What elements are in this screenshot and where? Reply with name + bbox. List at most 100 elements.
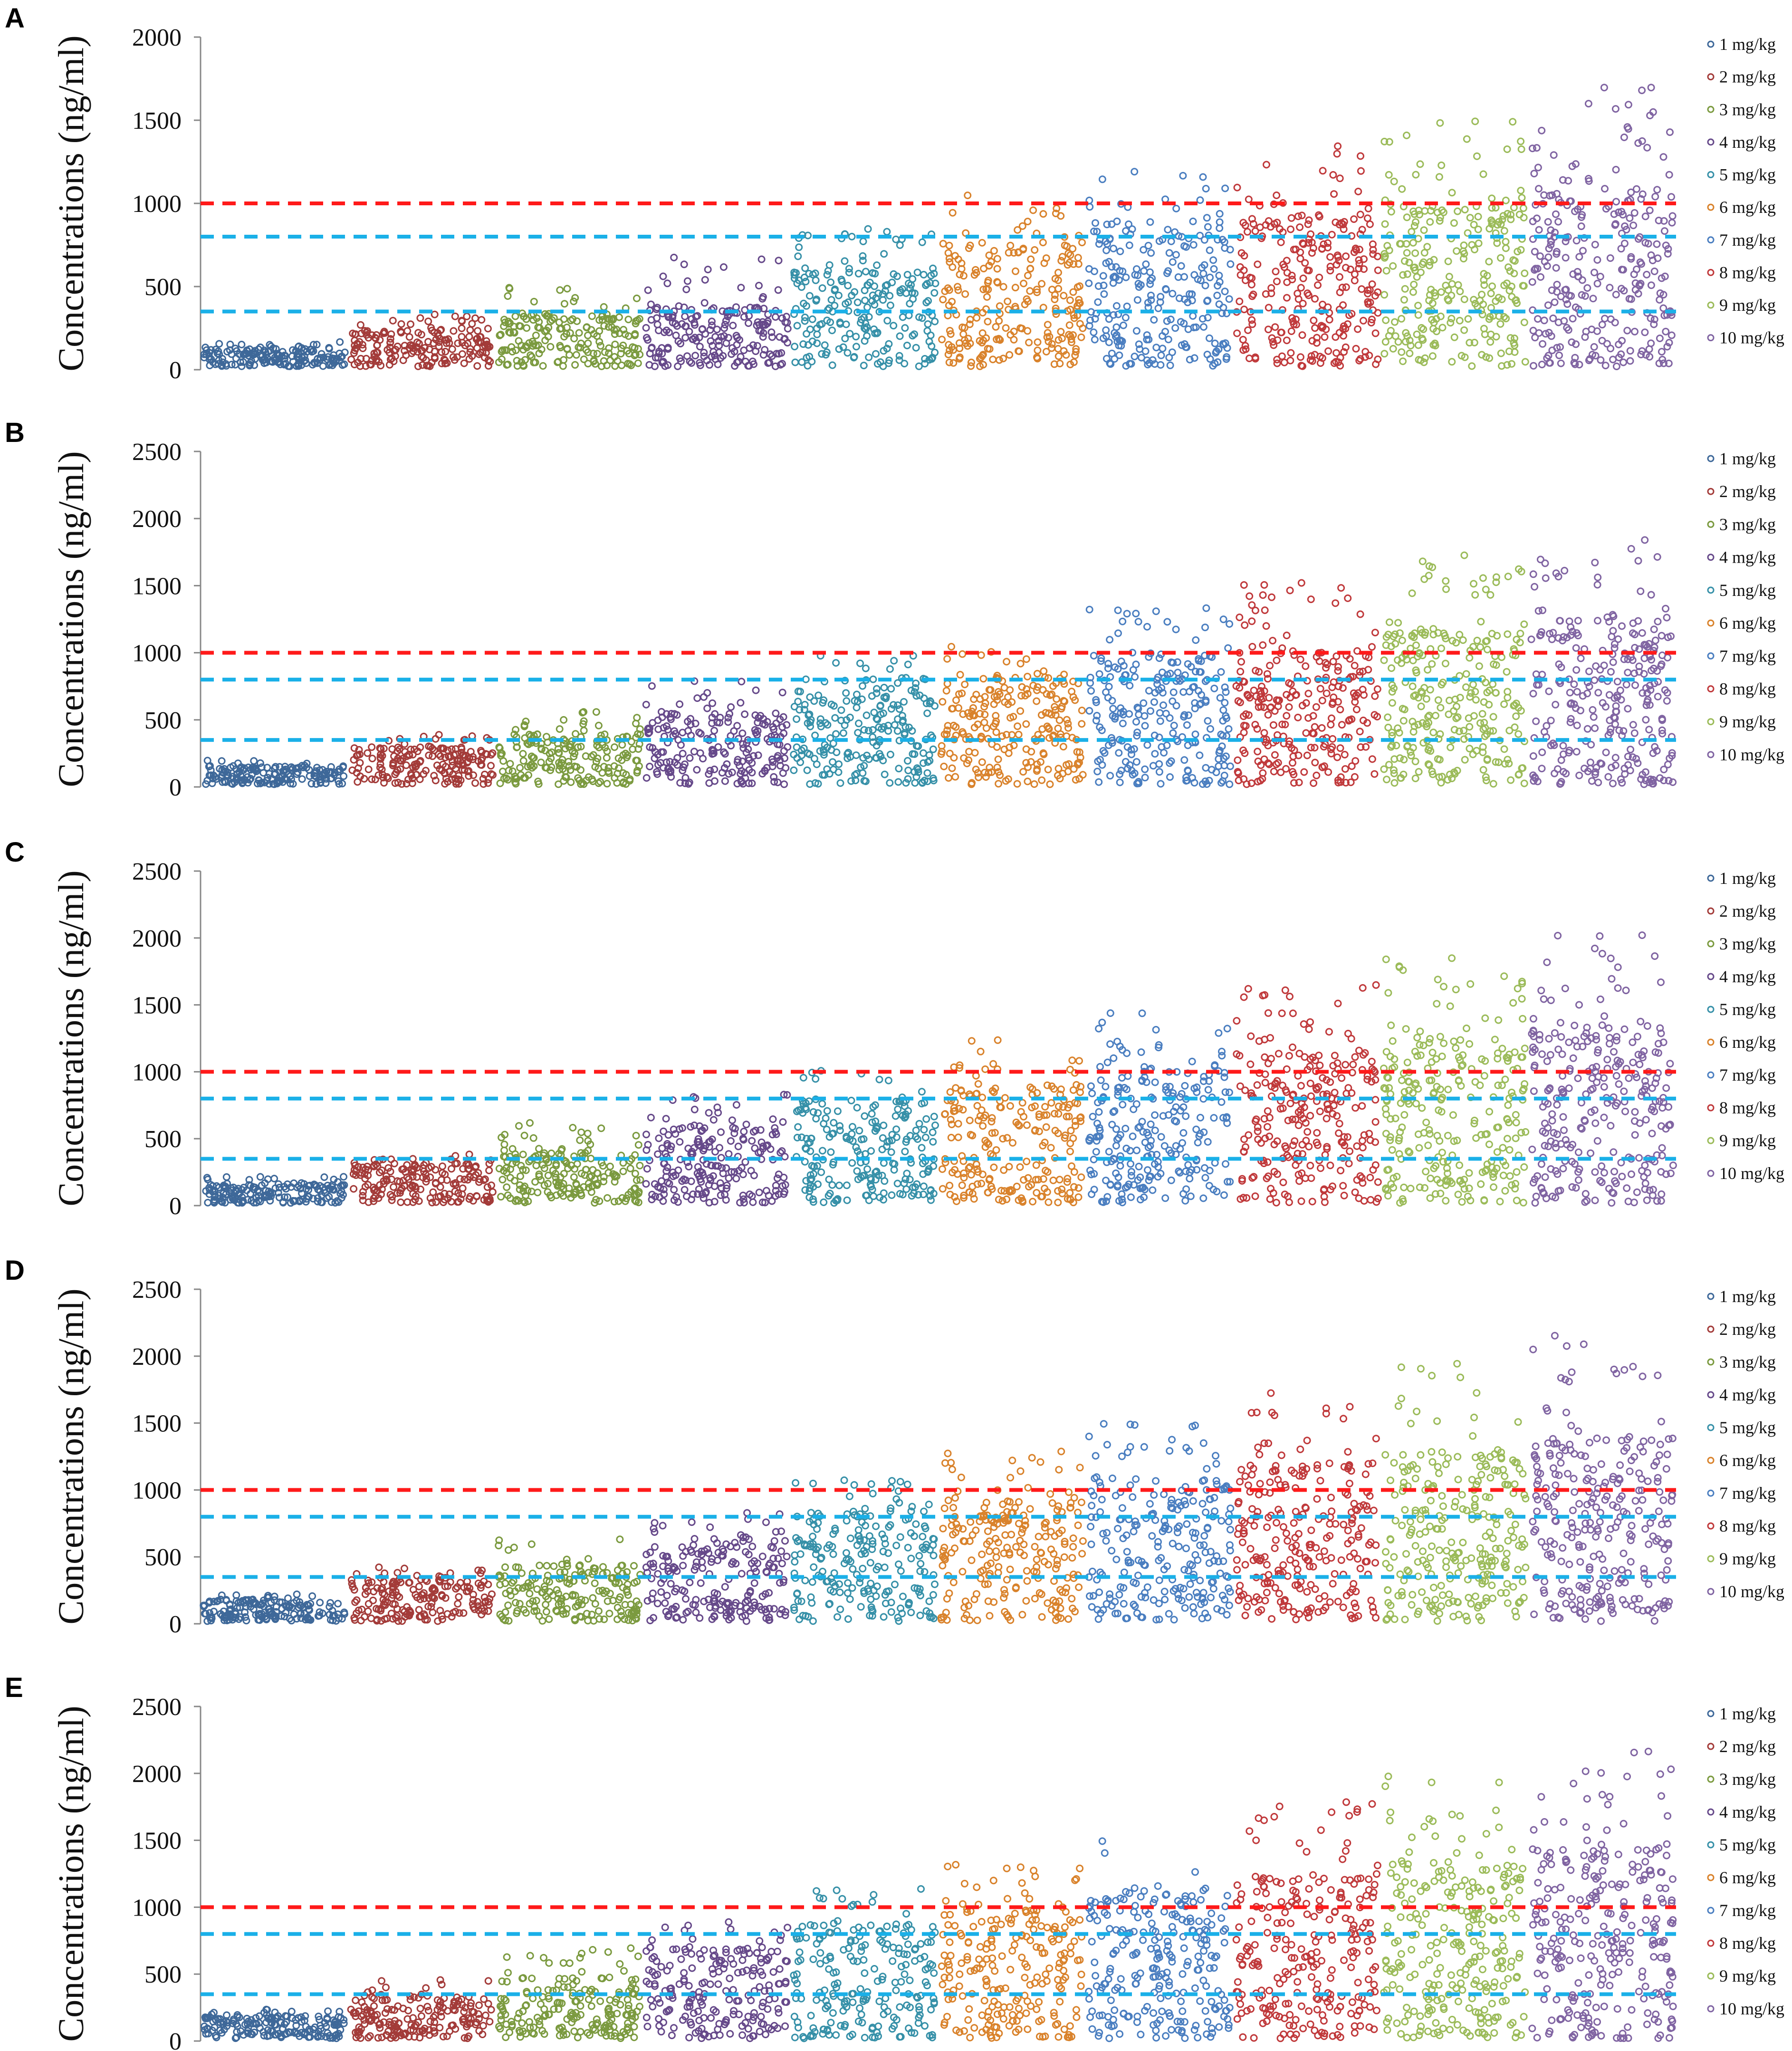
data-point xyxy=(688,359,695,367)
data-point xyxy=(1283,294,1291,302)
data-point xyxy=(945,774,953,782)
data-point xyxy=(1389,345,1397,353)
data-point xyxy=(837,706,845,714)
data-point xyxy=(300,352,308,360)
data-point xyxy=(497,331,505,338)
data-point xyxy=(1420,249,1428,257)
data-point xyxy=(823,316,831,325)
data-point xyxy=(801,264,809,272)
data-point xyxy=(1624,669,1632,677)
data-point xyxy=(979,675,987,683)
data-point xyxy=(1570,680,1578,688)
data-point xyxy=(519,750,527,758)
data-point xyxy=(669,318,677,326)
data-point xyxy=(541,336,549,345)
data-point xyxy=(1286,356,1294,364)
data-point xyxy=(1156,709,1164,717)
data-point xyxy=(1358,285,1366,293)
data-point xyxy=(647,316,655,324)
data-point xyxy=(1095,778,1103,786)
data-point xyxy=(618,741,626,749)
data-point xyxy=(1174,669,1182,677)
data-point xyxy=(340,772,348,780)
data-point xyxy=(1482,585,1490,594)
data-point xyxy=(292,348,300,356)
data-point xyxy=(1450,333,1458,341)
data-point xyxy=(325,344,333,352)
data-point xyxy=(523,324,531,332)
data-point xyxy=(1489,713,1497,721)
data-point xyxy=(1609,779,1617,787)
data-point xyxy=(1140,699,1148,707)
data-point xyxy=(1460,326,1468,334)
data-point xyxy=(368,755,376,763)
data-point xyxy=(1085,279,1093,288)
data-point xyxy=(1470,580,1477,588)
data-point xyxy=(575,329,583,337)
data-point xyxy=(1371,329,1380,337)
data-point xyxy=(1004,297,1012,306)
data-point xyxy=(1302,662,1310,670)
data-point xyxy=(1132,327,1140,335)
data-point xyxy=(873,685,881,693)
data-point xyxy=(213,349,221,357)
data-point xyxy=(504,317,512,326)
legend-label: 8 mg/kg xyxy=(1719,263,1776,282)
data-point xyxy=(1539,606,1546,614)
data-point xyxy=(839,729,847,737)
data-point xyxy=(1643,270,1651,278)
data-point xyxy=(596,778,604,786)
data-point xyxy=(1610,644,1619,652)
data-point xyxy=(1236,297,1244,306)
data-point xyxy=(853,704,861,711)
data-point xyxy=(771,313,779,321)
data-point xyxy=(1157,780,1165,788)
data-point xyxy=(1385,618,1393,626)
data-point xyxy=(696,343,704,351)
data-point xyxy=(1116,248,1124,255)
data-point xyxy=(1658,348,1666,356)
data-point xyxy=(1006,351,1014,359)
data-point xyxy=(1100,290,1108,298)
data-point xyxy=(1529,752,1537,760)
data-point xyxy=(1226,620,1234,628)
data-point xyxy=(1557,756,1565,764)
data-point xyxy=(995,780,1003,788)
data-point xyxy=(484,325,492,333)
data-point xyxy=(471,314,479,322)
data-point xyxy=(1244,326,1252,334)
data-point xyxy=(560,300,568,308)
data-point xyxy=(692,313,700,321)
data-point xyxy=(298,775,306,783)
data-point xyxy=(885,356,893,364)
data-point xyxy=(1656,335,1664,342)
data-point xyxy=(644,286,652,294)
data-point xyxy=(319,362,327,370)
data-point xyxy=(804,362,812,370)
data-point xyxy=(1552,264,1560,272)
data-point xyxy=(1612,363,1620,370)
data-point xyxy=(1183,721,1191,729)
data-point xyxy=(1312,703,1320,711)
data-point xyxy=(1090,328,1098,336)
data-point xyxy=(466,326,474,334)
data-point xyxy=(1466,745,1474,753)
data-point xyxy=(632,719,640,728)
data-point xyxy=(1461,756,1469,764)
data-point xyxy=(429,1188,437,1196)
data-point xyxy=(739,740,747,748)
data-point xyxy=(588,312,596,320)
data-point xyxy=(1034,338,1042,346)
data-point xyxy=(1040,667,1048,675)
data-point xyxy=(1600,84,1608,92)
data-point xyxy=(603,754,611,762)
data-point xyxy=(1171,228,1179,236)
data-point xyxy=(1219,615,1227,623)
data-point xyxy=(927,271,935,279)
data-point xyxy=(1016,707,1025,715)
data-point xyxy=(952,696,960,704)
data-point xyxy=(399,356,407,364)
data-point xyxy=(464,340,471,347)
legend-marker xyxy=(1707,268,1715,276)
data-point xyxy=(1530,362,1537,370)
